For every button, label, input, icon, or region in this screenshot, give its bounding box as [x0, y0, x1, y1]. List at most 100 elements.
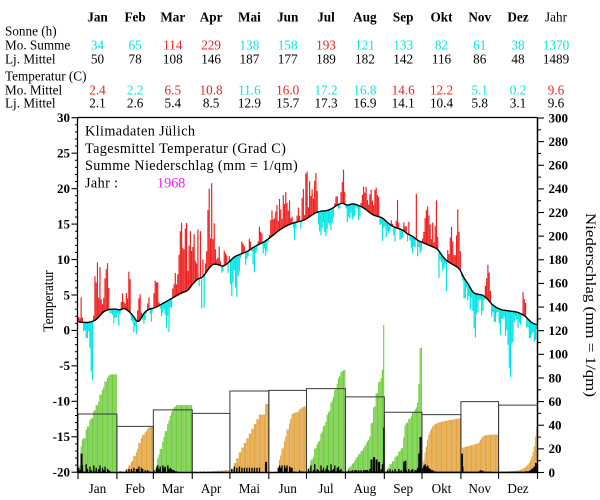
svg-text:14.1: 14.1 — [392, 96, 415, 111]
svg-text:140: 140 — [549, 299, 569, 314]
svg-text:Aug: Aug — [354, 481, 377, 496]
svg-text:17.3: 17.3 — [314, 96, 337, 111]
svg-text:Klimadaten Jülich: Klimadaten Jülich — [85, 124, 195, 140]
svg-text:Okt: Okt — [432, 481, 452, 496]
svg-text:0: 0 — [64, 323, 71, 338]
svg-text:48: 48 — [511, 52, 525, 67]
svg-text:16.8: 16.8 — [353, 83, 376, 98]
svg-text:120: 120 — [549, 323, 569, 338]
svg-text:Mar: Mar — [162, 481, 185, 496]
svg-text:Mai: Mai — [239, 481, 261, 496]
svg-text:38: 38 — [511, 38, 525, 53]
svg-text:1489: 1489 — [543, 52, 570, 67]
svg-text:Niederschlag (mm = 1/qm): Niederschlag (mm = 1/qm) — [582, 213, 598, 397]
svg-text:Aug: Aug — [353, 10, 377, 25]
svg-text:187: 187 — [240, 52, 260, 67]
svg-text:60: 60 — [549, 394, 562, 409]
svg-text:25: 25 — [57, 145, 71, 160]
svg-text:116: 116 — [432, 52, 452, 67]
svg-text:2.1: 2.1 — [89, 96, 105, 111]
svg-text:Dez: Dez — [507, 481, 528, 496]
svg-text:86: 86 — [473, 52, 487, 67]
svg-text:146: 146 — [201, 52, 221, 67]
svg-text:Jun: Jun — [277, 10, 299, 25]
svg-text:20: 20 — [57, 181, 70, 196]
svg-text:2.2: 2.2 — [127, 83, 143, 98]
svg-text:20: 20 — [549, 441, 562, 456]
svg-text:34: 34 — [91, 38, 105, 53]
svg-text:114: 114 — [163, 38, 183, 53]
svg-text:138: 138 — [240, 38, 260, 53]
svg-text:78: 78 — [129, 52, 143, 67]
svg-text:189: 189 — [316, 52, 336, 67]
svg-text:Nov: Nov — [468, 10, 491, 25]
svg-text:177: 177 — [278, 52, 298, 67]
svg-text:10.4: 10.4 — [430, 96, 453, 111]
svg-text:180: 180 — [549, 252, 569, 267]
svg-text:11.6: 11.6 — [238, 83, 261, 98]
svg-text:82: 82 — [435, 38, 448, 53]
svg-text:9.6: 9.6 — [548, 83, 565, 98]
svg-text:-10: -10 — [53, 394, 70, 409]
svg-text:Jun: Jun — [278, 481, 297, 496]
svg-text:Tagesmittel Temperatur (Grad C: Tagesmittel Temperatur (Grad C) — [85, 141, 286, 157]
svg-text:Jul: Jul — [318, 481, 334, 496]
svg-text:50: 50 — [91, 52, 105, 67]
svg-text:3.1: 3.1 — [510, 96, 526, 111]
svg-text:240: 240 — [549, 181, 569, 196]
svg-text:Okt: Okt — [431, 10, 454, 25]
svg-text:-20: -20 — [53, 465, 70, 480]
svg-text:193: 193 — [316, 38, 336, 53]
svg-text:30: 30 — [57, 110, 70, 125]
svg-text:Feb: Feb — [124, 10, 145, 25]
svg-text:229: 229 — [201, 38, 221, 53]
svg-text:12.2: 12.2 — [430, 83, 453, 98]
svg-text:133: 133 — [393, 38, 413, 53]
svg-text:9.6: 9.6 — [548, 96, 565, 111]
svg-text:40: 40 — [549, 418, 562, 433]
svg-text:142: 142 — [393, 52, 413, 67]
svg-text:Jan: Jan — [87, 10, 108, 25]
svg-text:16.0: 16.0 — [276, 83, 299, 98]
svg-text:121: 121 — [355, 38, 375, 53]
svg-text:Lj. Mittel: Lj. Mittel — [5, 52, 56, 67]
svg-text:Mo. Summe: Mo. Summe — [5, 38, 70, 53]
svg-text:8.5: 8.5 — [203, 96, 220, 111]
svg-text:61: 61 — [473, 38, 486, 53]
svg-text:10.8: 10.8 — [200, 83, 223, 98]
svg-text:Mai: Mai — [238, 10, 261, 25]
svg-text:Apr: Apr — [200, 10, 223, 25]
svg-text:Feb: Feb — [125, 481, 145, 496]
svg-text:200: 200 — [549, 228, 569, 243]
svg-text:0.2: 0.2 — [510, 83, 526, 98]
svg-text:Nov: Nov — [468, 481, 491, 496]
svg-text:108: 108 — [163, 52, 183, 67]
svg-text:6.5: 6.5 — [165, 83, 182, 98]
svg-text:80: 80 — [549, 370, 562, 385]
svg-text:1370: 1370 — [543, 38, 570, 53]
svg-text:Apr: Apr — [201, 481, 222, 496]
svg-text:Jan: Jan — [89, 481, 107, 496]
svg-text:Sonne (h): Sonne (h) — [5, 24, 57, 39]
svg-text:Mo. Mittel: Mo. Mittel — [5, 83, 62, 98]
svg-text:Temperatur (C): Temperatur (C) — [5, 69, 86, 84]
svg-text:15.7: 15.7 — [276, 96, 299, 111]
svg-text:16.9: 16.9 — [353, 96, 376, 111]
svg-text:158: 158 — [278, 38, 298, 53]
svg-text:100: 100 — [549, 347, 569, 362]
svg-text:-5: -5 — [59, 358, 70, 373]
svg-text:Lj. Mittel: Lj. Mittel — [5, 96, 56, 111]
svg-text:Jahr: Jahr — [545, 10, 568, 25]
svg-text:280: 280 — [549, 134, 569, 149]
svg-text:Jul: Jul — [317, 10, 335, 25]
svg-text:12.9: 12.9 — [238, 96, 261, 111]
svg-text:Summe Niederschlag (mm = 1/qm): Summe Niederschlag (mm = 1/qm) — [85, 158, 298, 174]
svg-text:220: 220 — [549, 205, 569, 220]
svg-text:0: 0 — [549, 465, 556, 480]
svg-text:Mar: Mar — [160, 10, 185, 25]
svg-text:-15: -15 — [53, 429, 71, 444]
svg-text:260: 260 — [549, 158, 569, 173]
svg-text:300: 300 — [549, 110, 569, 125]
svg-text:Temperatur: Temperatur — [42, 270, 58, 332]
svg-text:2.4: 2.4 — [89, 83, 106, 98]
